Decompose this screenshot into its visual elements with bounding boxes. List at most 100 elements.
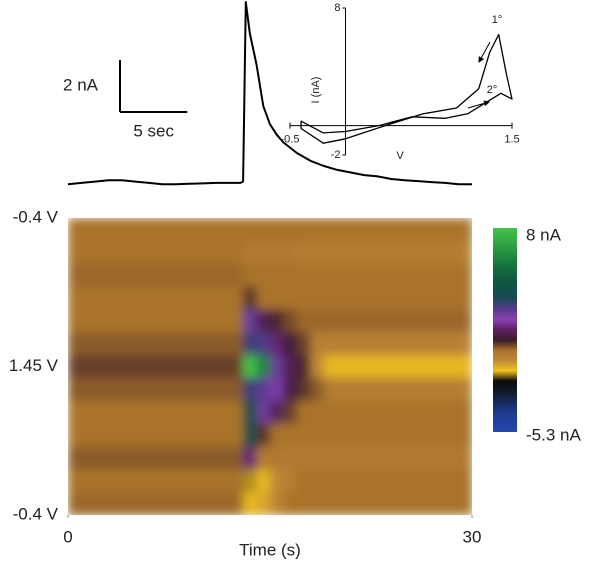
heatmap-cell (270, 400, 284, 425)
heatmap-cell (364, 423, 379, 447)
heatmap-cell (162, 218, 177, 242)
heatmap-cell (445, 240, 460, 265)
heatmap-cell (458, 240, 472, 265)
heatmap-cell (216, 423, 231, 447)
heatmap-cell (135, 400, 150, 425)
heatmap-cell (323, 218, 338, 242)
heatmap-cell (310, 218, 325, 242)
heatmap-cell (283, 240, 298, 265)
heatmap-cell (202, 240, 217, 265)
heatmap-cell (175, 377, 190, 402)
heatmap-cell (404, 377, 419, 402)
heatmap-cell (256, 400, 271, 425)
heatmap-cell (121, 492, 136, 515)
heatmap-cell (337, 286, 352, 310)
heatmap-cell (189, 492, 204, 515)
heatmap-cell (337, 377, 352, 402)
heatmap-cell (256, 240, 271, 265)
heatmap-cell (337, 309, 352, 333)
scale-bar-y-label: 2 nA (63, 76, 99, 95)
heatmap-cell (337, 332, 352, 356)
heatmap-cell (68, 446, 82, 470)
heatmap-cell (216, 446, 231, 470)
heatmap-cell (377, 446, 392, 470)
heatmap-cell (310, 400, 325, 425)
heatmap-cell (162, 355, 177, 379)
heatmap-cell (135, 377, 150, 402)
heatmap-cell (108, 309, 123, 333)
heatmap-cell (445, 423, 460, 447)
heatmap-cell (296, 446, 311, 470)
heatmap-cell (121, 400, 136, 425)
heatmap-cell (135, 263, 150, 288)
heatmap-cell (148, 377, 163, 402)
scale-bar-x-label: 5 sec (133, 122, 174, 141)
heatmap-cell (148, 263, 163, 288)
heatmap-cell (323, 240, 338, 265)
heatmap-cell (68, 423, 82, 447)
heatmap-cell (296, 492, 311, 515)
heatmap-cell (377, 240, 392, 265)
heatmap-cell (121, 218, 136, 242)
heatmap-cell (175, 446, 190, 470)
heatmap-cell (94, 400, 109, 425)
heatmap-cell (377, 309, 392, 333)
heatmap-cell (229, 286, 244, 310)
heatmap-cell (243, 286, 258, 310)
heatmap-cell (189, 240, 204, 265)
heatmap-cell (94, 377, 109, 402)
heatmap-cell (458, 332, 472, 356)
heatmap-cell (108, 355, 123, 379)
heatmap-cell (310, 492, 325, 515)
heatmap-cell (310, 286, 325, 310)
heatmap-cell (377, 286, 392, 310)
heatmap-cell (350, 355, 365, 379)
y-tick-label: -0.4 V (13, 207, 59, 226)
heatmap-cell (243, 218, 258, 242)
heatmap-cell (108, 400, 123, 425)
heatmap-cell (418, 355, 433, 379)
heatmap-cell (296, 309, 311, 333)
heatmap-cell (283, 423, 298, 447)
heatmap-cell (431, 263, 446, 288)
heatmap-cell (81, 400, 96, 425)
heatmap-cell (323, 377, 338, 402)
heatmap-cell (283, 355, 298, 379)
heatmap-cell (202, 423, 217, 447)
heatmap-cell (418, 423, 433, 447)
heatmap-cell (296, 286, 311, 310)
heatmap-cell (364, 377, 379, 402)
heatmap-cell (404, 400, 419, 425)
heatmap-cell (216, 377, 231, 402)
heatmap-cell (202, 286, 217, 310)
heatmap-cell (202, 377, 217, 402)
heatmap-cell (135, 469, 150, 493)
x-tick-label: 30 (463, 527, 482, 546)
heatmap-cell (310, 446, 325, 470)
heatmap-cell (229, 469, 244, 493)
heatmap-cell (323, 446, 338, 470)
heatmap-cell (202, 400, 217, 425)
heatmap-cell (175, 309, 190, 333)
heatmap-cell (256, 218, 271, 242)
heatmap-cell (404, 309, 419, 333)
heatmap-cell (270, 240, 284, 265)
heatmap-cell (148, 309, 163, 333)
heatmap-cell (323, 263, 338, 288)
heatmap-cell (148, 400, 163, 425)
heatmap-cell (162, 400, 177, 425)
heatmap-cell (108, 492, 123, 515)
heatmap-cell (68, 240, 82, 265)
heatmap-cell (94, 218, 109, 242)
heatmap-cell (418, 309, 433, 333)
scan-arrow (478, 41, 491, 63)
heatmap-cell (431, 240, 446, 265)
heatmap-cell (256, 446, 271, 470)
heatmap-cell (135, 423, 150, 447)
x-tick-label: 0 (63, 527, 72, 546)
heatmap-cell (431, 469, 446, 493)
heatmap-clip (68, 218, 472, 515)
heatmap-cell (364, 263, 379, 288)
heatmap-cell (431, 377, 446, 402)
